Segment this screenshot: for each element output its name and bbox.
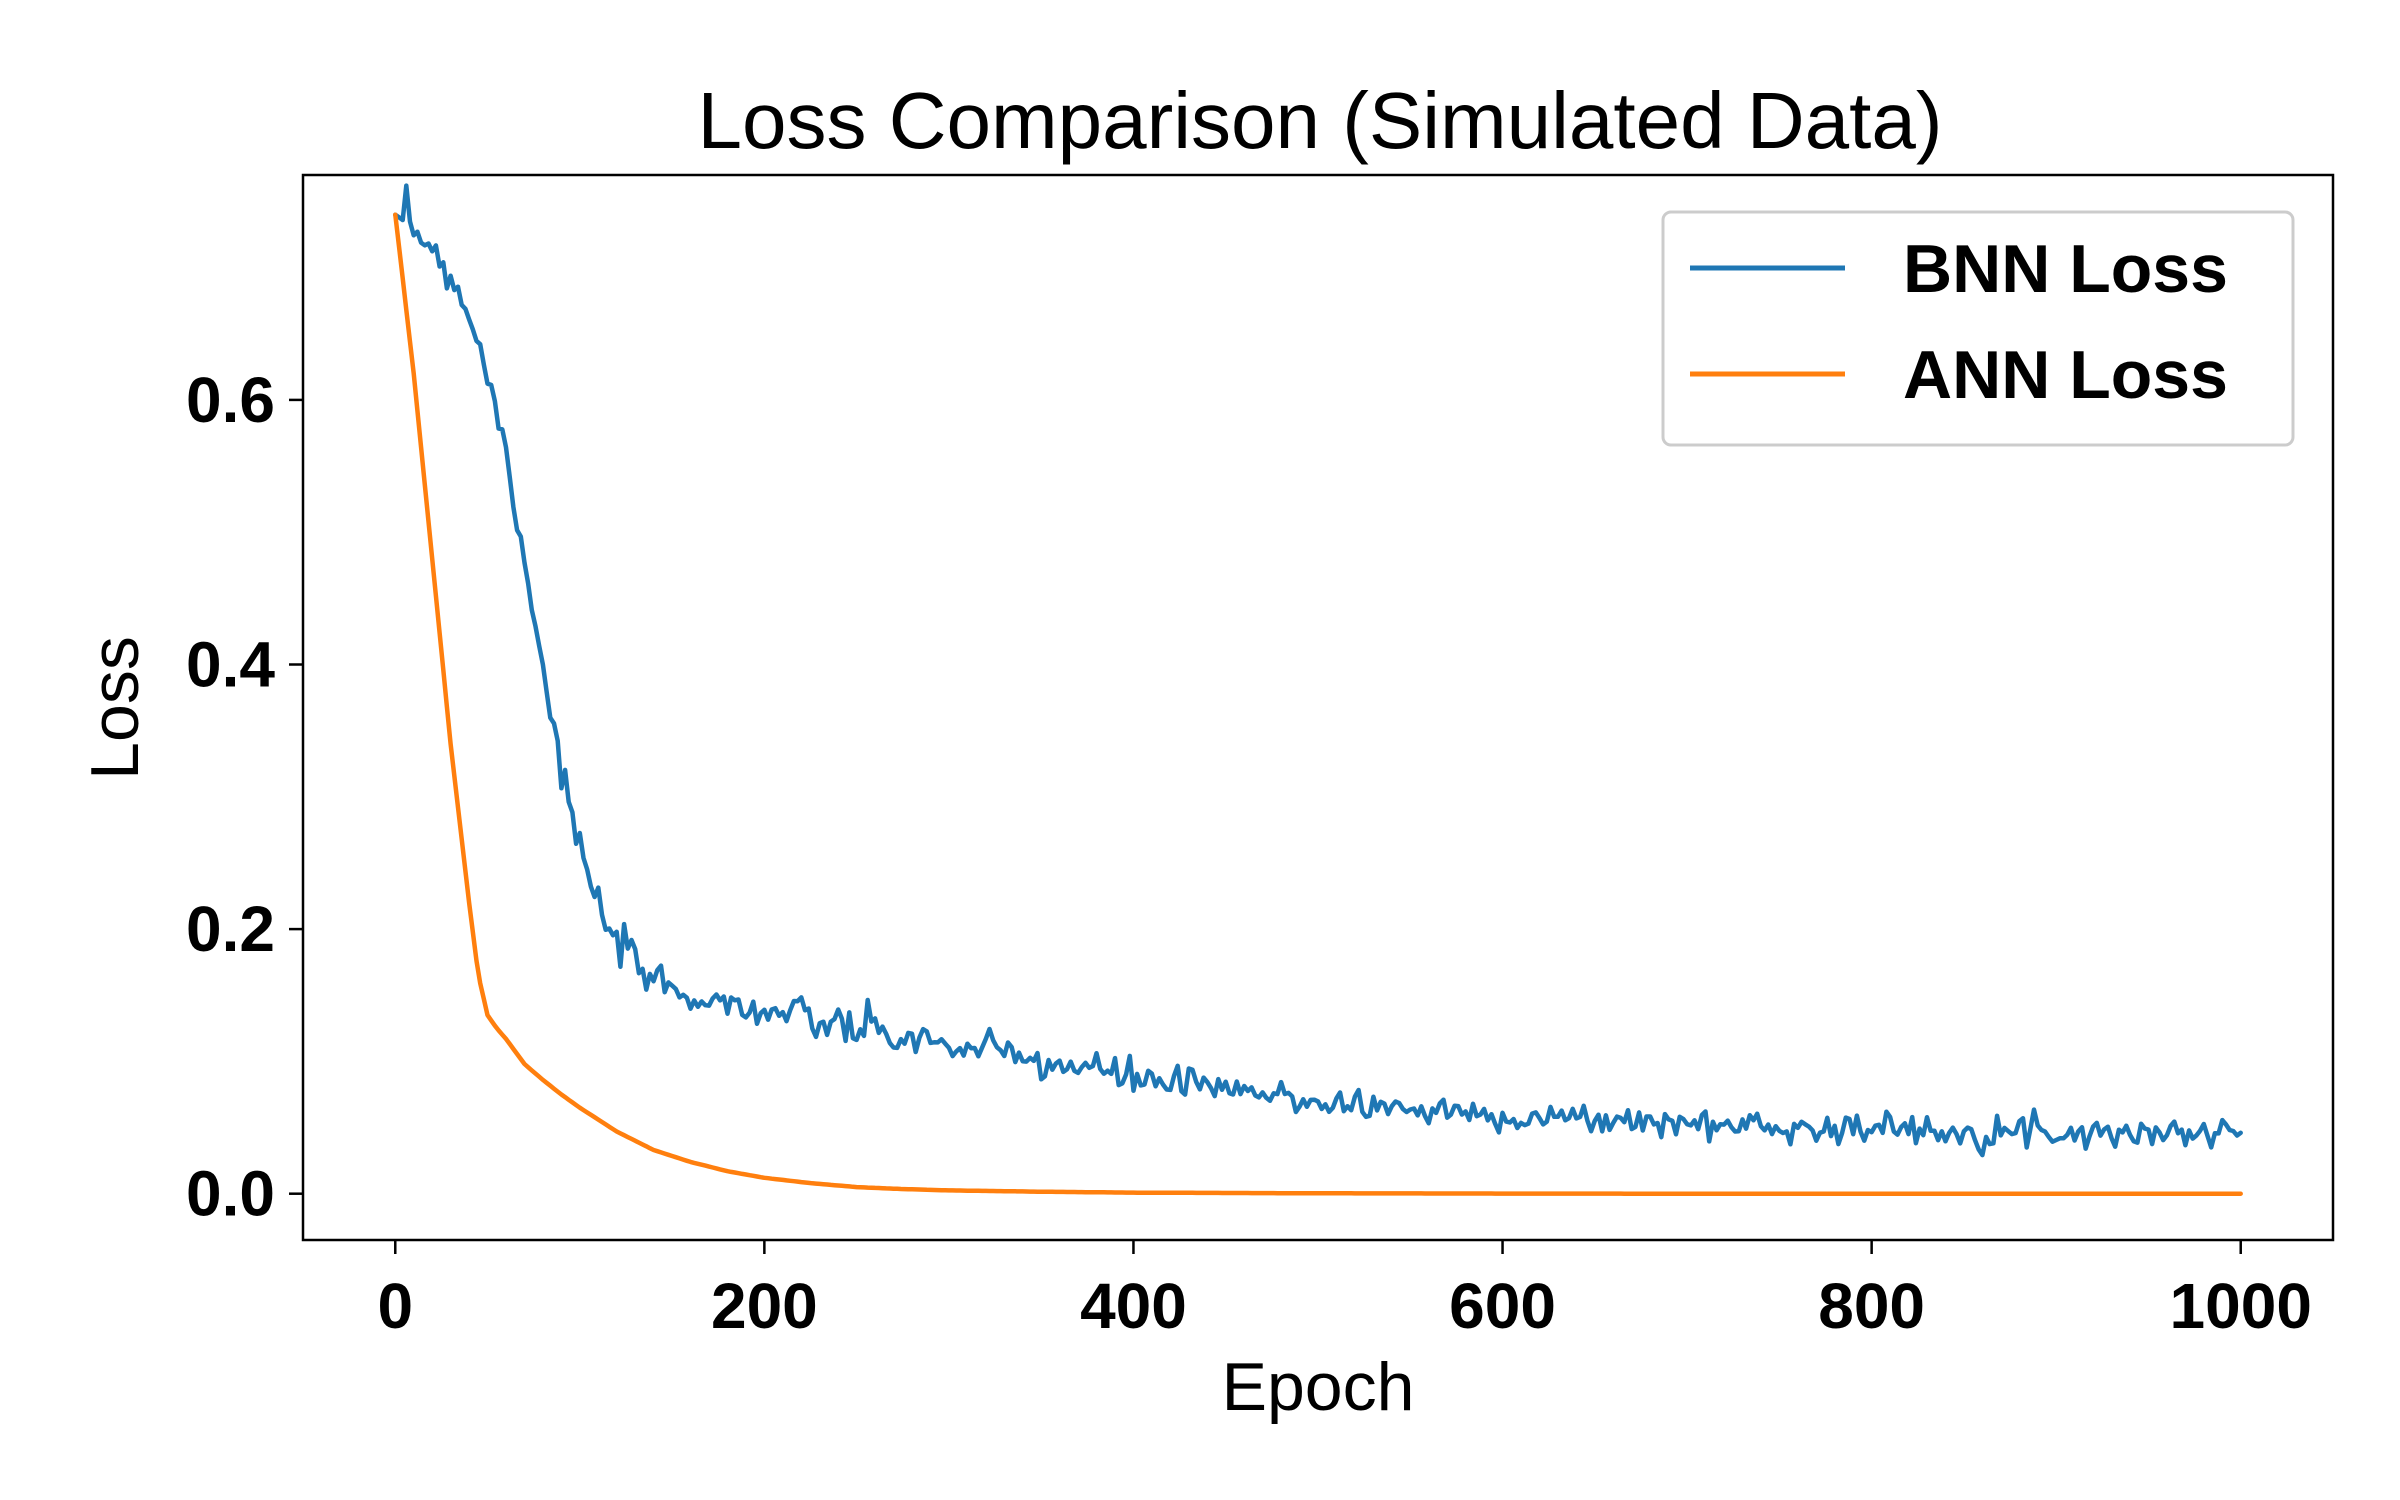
axis-ticks: 0 200 400 600 800 1000 0.0 0.2 0.4 0.6 (186, 364, 2312, 1342)
x-axis-label: Epoch (1222, 1349, 1415, 1425)
legend: BNN Loss ANN Loss (1661, 210, 2295, 447)
x-tick-label: 800 (1818, 1270, 1925, 1342)
y-axis-label: Loss (77, 636, 153, 780)
series-lines (393, 183, 2243, 1196)
y-tick-label: 0.6 (186, 364, 275, 436)
y-tick-label: 0.4 (186, 629, 275, 701)
legend-label: ANN Loss (1903, 337, 2228, 413)
plot-frame (301, 173, 2335, 1242)
x-tick-label: 400 (1080, 1270, 1187, 1342)
x-tick-label: 600 (1449, 1270, 1556, 1342)
x-tick-label: 1000 (2170, 1270, 2312, 1342)
x-tick-label: 200 (711, 1270, 818, 1342)
y-tick-label: 0.0 (186, 1158, 275, 1230)
y-tick-label: 0.2 (186, 893, 275, 965)
series-line-0 (393, 183, 2243, 1158)
legend-label: BNN Loss (1903, 231, 2228, 307)
x-tick-label: 0 (377, 1270, 413, 1342)
series-line-1 (393, 212, 2243, 1196)
chart-title: Loss Comparison (Simulated Data) (698, 76, 1943, 165)
